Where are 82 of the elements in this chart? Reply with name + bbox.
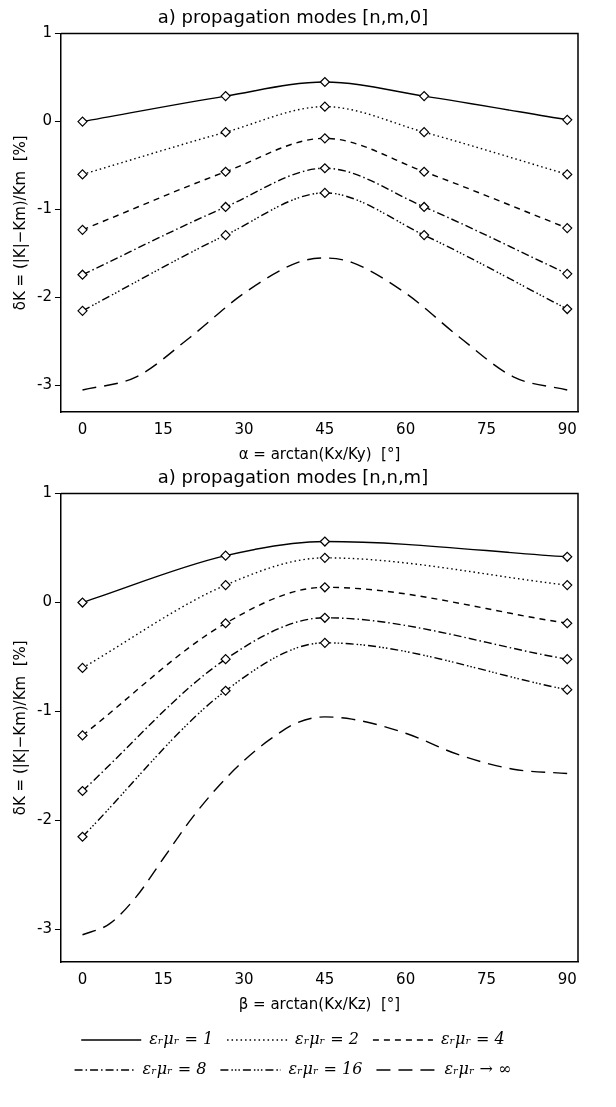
y-tick-label: -3 [36, 375, 52, 394]
y-tick-label: -2 [36, 810, 52, 829]
x-tick-label: 0 [77, 969, 88, 988]
x-tick-label: 90 [557, 419, 577, 438]
point [562, 684, 573, 695]
x-tick-label: 45 [315, 969, 335, 988]
point [319, 163, 330, 174]
point [220, 230, 231, 241]
chart-title: a) propagation modes [n,m,0] [157, 6, 429, 28]
x-tick-label: 75 [476, 419, 496, 438]
point [319, 76, 330, 88]
point [77, 597, 88, 608]
point [419, 230, 430, 241]
point [319, 536, 330, 547]
point [319, 552, 330, 563]
legend-label: εᵣμᵣ = 4 [440, 1029, 505, 1049]
x-axis-title: β = arctan(Kx/Kz) [°] [238, 994, 401, 1013]
point [419, 166, 430, 177]
point [562, 169, 573, 180]
x-tick-label: 90 [557, 969, 577, 988]
point [220, 90, 231, 102]
point [419, 90, 430, 102]
y-axis-title: δK = (|K|−Km)/Km [%] [10, 135, 29, 311]
point [220, 166, 231, 177]
point [220, 618, 231, 629]
x-tick-label: 30 [234, 419, 254, 438]
point [77, 116, 88, 127]
legend-label: εᵣμᵣ → ∞ [444, 1059, 512, 1079]
point [77, 662, 88, 673]
chart-title: a) propagation modes [n,n,m] [157, 466, 429, 488]
legend-label: εᵣμᵣ = 1 [149, 1029, 214, 1049]
point [562, 222, 573, 234]
point [319, 612, 330, 623]
y-tick-label: -1 [36, 199, 52, 218]
x-tick-label: 0 [77, 419, 88, 438]
x-tick-label: 15 [153, 969, 173, 988]
point [319, 637, 330, 648]
point [319, 133, 330, 144]
x-tick-label: 75 [476, 969, 496, 988]
y-tick-label: 0 [42, 592, 52, 611]
x-tick-label: 60 [396, 969, 416, 988]
point [562, 618, 573, 629]
line-series [81, 716, 568, 936]
point [419, 201, 430, 213]
point [220, 654, 231, 665]
legend-label: εᵣμᵣ = 8 [142, 1059, 207, 1079]
point [319, 187, 330, 198]
point [220, 580, 231, 591]
y-tick-label: 1 [42, 483, 52, 502]
line-series [81, 257, 568, 391]
y-tick-label: 1 [42, 23, 52, 42]
point [562, 303, 573, 315]
point [220, 127, 231, 138]
x-tick-label: 60 [396, 419, 416, 438]
legend-label: εᵣμᵣ = 2 [295, 1029, 359, 1049]
point [319, 582, 330, 593]
point [419, 127, 430, 138]
legend-label: εᵣμᵣ = 16 [288, 1059, 363, 1079]
point [562, 551, 573, 562]
y-tick-label: -1 [36, 701, 52, 720]
x-tick-label: 45 [315, 419, 335, 438]
x-tick-label: 15 [153, 419, 173, 438]
y-tick-label: 0 [42, 111, 52, 130]
point [77, 305, 88, 316]
point [220, 685, 231, 696]
point [562, 654, 573, 665]
point [77, 831, 88, 842]
y-tick-label: -3 [36, 919, 52, 938]
point [562, 268, 573, 279]
y-axis-title: δK = (|K|−Km)/Km [%] [10, 640, 29, 816]
point [77, 269, 88, 280]
point [562, 580, 573, 591]
x-axis-title: α = arctan(Kx/Ky) [°] [238, 444, 401, 463]
point [77, 169, 88, 180]
point [562, 114, 573, 125]
x-tick-label: 30 [234, 969, 254, 988]
point [220, 550, 231, 561]
point [319, 101, 330, 112]
y-tick-label: -2 [36, 287, 52, 306]
point [220, 201, 231, 213]
point [77, 224, 88, 235]
point [77, 730, 88, 741]
